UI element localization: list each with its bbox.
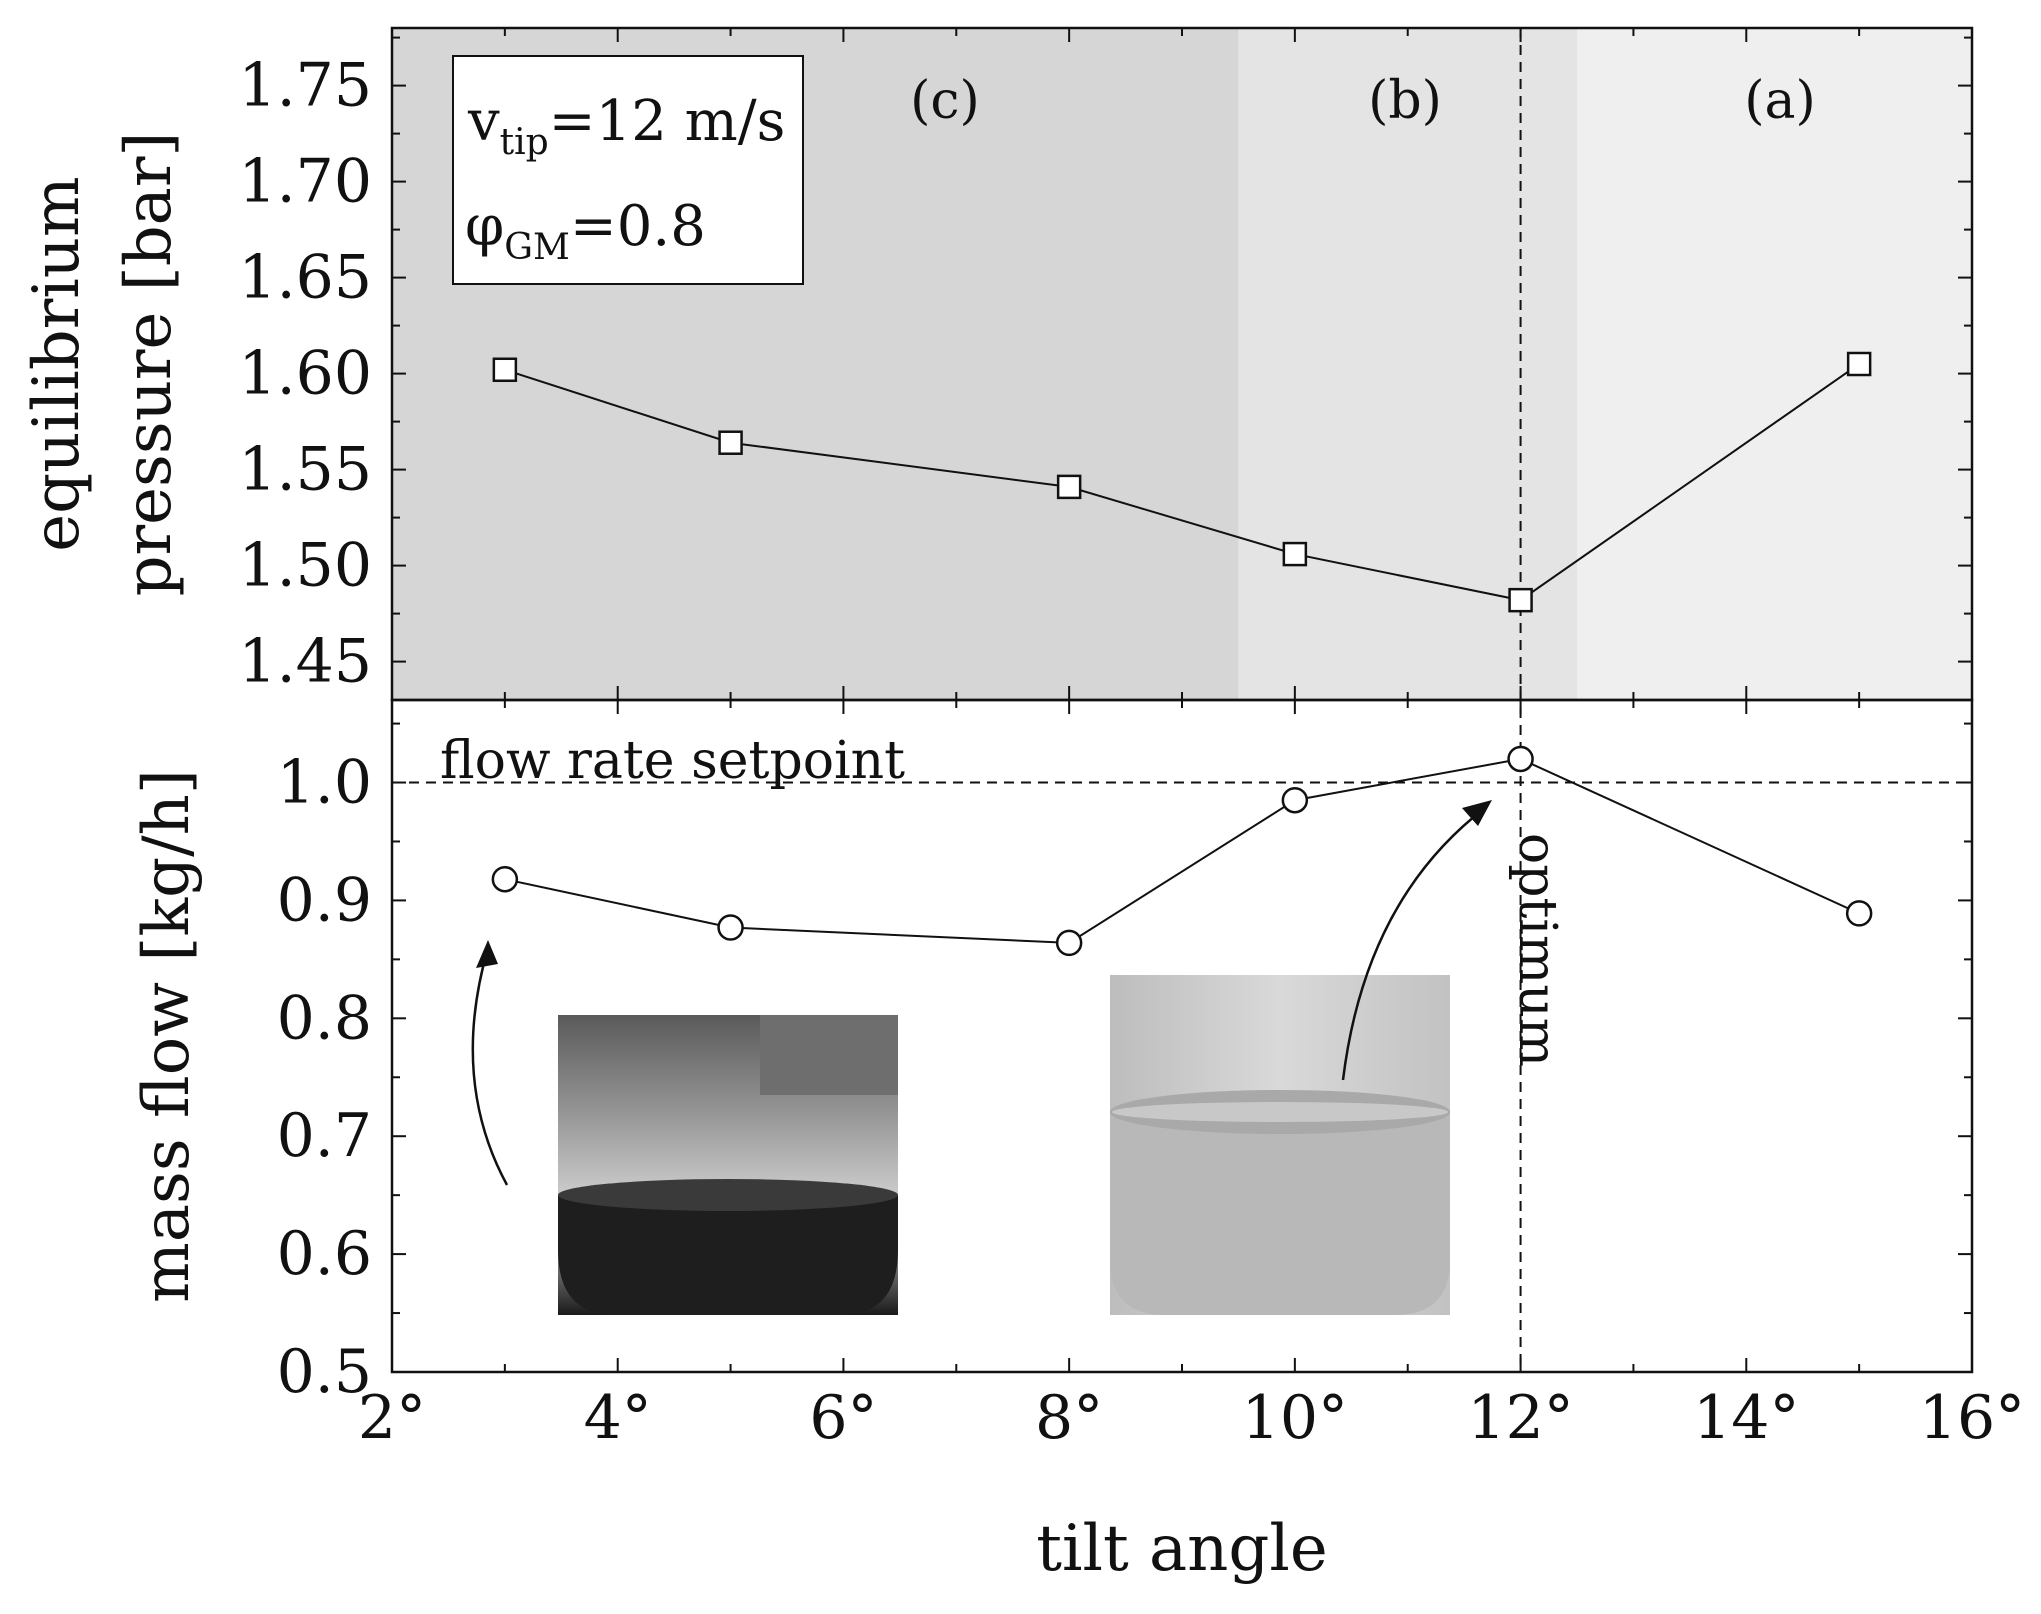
x-tick-label-8: 8°	[1035, 1383, 1103, 1453]
top-ylabel-line-1: equilibrium	[20, 176, 94, 551]
region-label-a: (a)	[1744, 71, 1816, 131]
mass-flow-point-10	[1281, 786, 1309, 814]
x-tick-label-14: 14°	[1693, 1383, 1799, 1453]
bottom-y-tick-label-0.8: 0.8	[277, 983, 372, 1053]
x-tick-label-16: 16°	[1919, 1383, 2025, 1453]
pressure-point-3	[492, 357, 518, 383]
top-y-tick-label-1.50: 1.50	[238, 531, 372, 601]
mass-flow-point-5	[717, 914, 744, 941]
x-tick-label-2: 2°	[358, 1383, 426, 1453]
pressure-series	[492, 351, 1872, 613]
top-y-tick-label-1.55: 1.55	[238, 435, 372, 505]
bottom-y-tick-label-0.6: 0.6	[277, 1219, 372, 1289]
pressure-point-8	[1056, 474, 1082, 500]
mass-flow-point-3	[491, 865, 519, 893]
mass-flow-point-12	[1507, 745, 1534, 773]
x-tick-label-12: 12°	[1467, 1383, 1573, 1453]
dark-liquid-photo	[558, 1015, 898, 1315]
pressure-point-5	[718, 430, 743, 455]
mass-flow-point-15	[1845, 900, 1873, 927]
top-y-tick-label-1.70: 1.70	[238, 147, 372, 217]
info-box: vtip=12 m/s φGM=0.8	[452, 55, 804, 285]
bottom-y-tick-label-0.7: 0.7	[277, 1101, 372, 1171]
top-ylabel-line-2: pressure [bar]	[112, 132, 186, 597]
x-axis-title: tilt angle	[1036, 1512, 1327, 1586]
top-y-tick-label-1.75: 1.75	[238, 51, 372, 121]
bottom-y-tick-label-1.0: 1.0	[277, 748, 372, 818]
arrowhead-12deg	[1462, 800, 1492, 826]
mass-flow-line	[504, 757, 1860, 944]
region-2	[1577, 28, 1972, 700]
info-box-line-1: vtip=12 m/s	[467, 89, 785, 163]
top-y-tick-label-1.45: 1.45	[238, 627, 372, 697]
region-label-c: (c)	[910, 71, 980, 131]
arrow-to-12deg	[1341, 807, 1486, 1081]
arrow-to-3deg	[471, 947, 509, 1186]
pressure-point-10	[1282, 541, 1308, 567]
info-box-line-2: φGM=0.8	[465, 194, 706, 268]
clear-liquid-photo	[1110, 975, 1450, 1315]
top-y-tick-label-1.65: 1.65	[238, 243, 372, 313]
mass-flow-series	[491, 745, 1873, 957]
setpoint-label: flow rate setpoint	[440, 731, 905, 791]
bottom-ylabel: mass flow [kg/h]	[130, 769, 204, 1303]
arrowhead-3deg	[476, 940, 498, 968]
bottom-y-tick-label-0.5: 0.5	[277, 1337, 372, 1407]
pressure-point-12	[1508, 587, 1533, 613]
region-label-b: (b)	[1368, 71, 1442, 131]
x-tick-label-10: 10°	[1242, 1383, 1348, 1453]
pressure-point-15	[1846, 351, 1872, 377]
annotation-arrows	[471, 807, 1486, 1186]
axis-ticks: 2° 4° 6° 8° 10° 12° 14° 16° 1.45 1.50 1.55 1.60 1.65…	[238, 28, 2025, 1453]
x-tick-label-4: 4°	[584, 1383, 652, 1453]
x-tick-label-6: 6°	[809, 1383, 877, 1453]
optimum-label: optimum	[1507, 833, 1567, 1067]
top-y-tick-label-1.60: 1.60	[238, 339, 372, 409]
pressure-line	[504, 363, 1860, 602]
bottom-y-tick-label-0.9: 0.9	[277, 865, 372, 935]
mass-flow-point-8	[1055, 929, 1083, 957]
